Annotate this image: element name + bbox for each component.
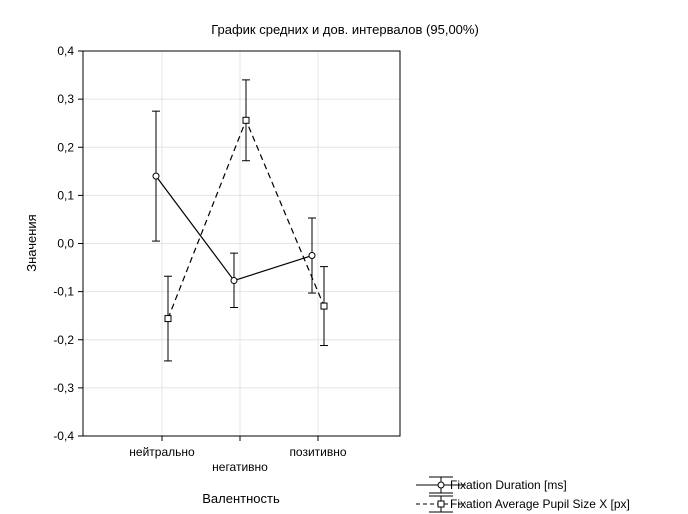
chart-title: График средних и дов. интервалов (95,00%… <box>211 22 479 37</box>
x-tick-label: позитивно <box>289 445 346 459</box>
grid <box>83 50 400 437</box>
y-axis-label: Значения <box>24 214 39 271</box>
y-tick-label: -0,4 <box>53 429 74 443</box>
series-layer <box>152 79 328 362</box>
x-axis: нейтрально негативно позитивно <box>129 436 347 474</box>
y-tick-label: -0,1 <box>53 285 74 299</box>
data-point <box>308 252 316 260</box>
y-tick-label: 0,4 <box>57 44 74 58</box>
data-point <box>164 315 172 323</box>
y-tick-label: -0,2 <box>53 333 74 347</box>
y-tick-label: 0,1 <box>57 188 74 202</box>
y-tick-label: 0,3 <box>57 92 74 106</box>
legend-label: Fixation Average Pupil Size X [px] <box>450 497 630 511</box>
legend-marker <box>437 481 445 489</box>
x-tick-label: нейтрально <box>129 445 195 459</box>
y-tick-label: 0,2 <box>57 140 74 154</box>
x-axis-label: Валентность <box>202 491 280 506</box>
legend-label: Fixation Duration [ms] <box>450 478 567 492</box>
y-tick-label: 0,0 <box>57 237 74 251</box>
y-axis: 0,4 0,3 0,2 0,1 0,0 -0,1 -0,2 -0,3 -0,4 <box>53 44 83 443</box>
legend: Fixation Duration [ms] Fixation Average P… <box>416 476 630 513</box>
data-point <box>320 302 328 310</box>
y-tick-label: -0,3 <box>53 381 74 395</box>
data-point <box>152 172 160 180</box>
data-point <box>230 277 238 285</box>
data-point <box>242 116 250 124</box>
x-tick-label: негативно <box>212 460 268 474</box>
legend-marker <box>437 500 445 508</box>
